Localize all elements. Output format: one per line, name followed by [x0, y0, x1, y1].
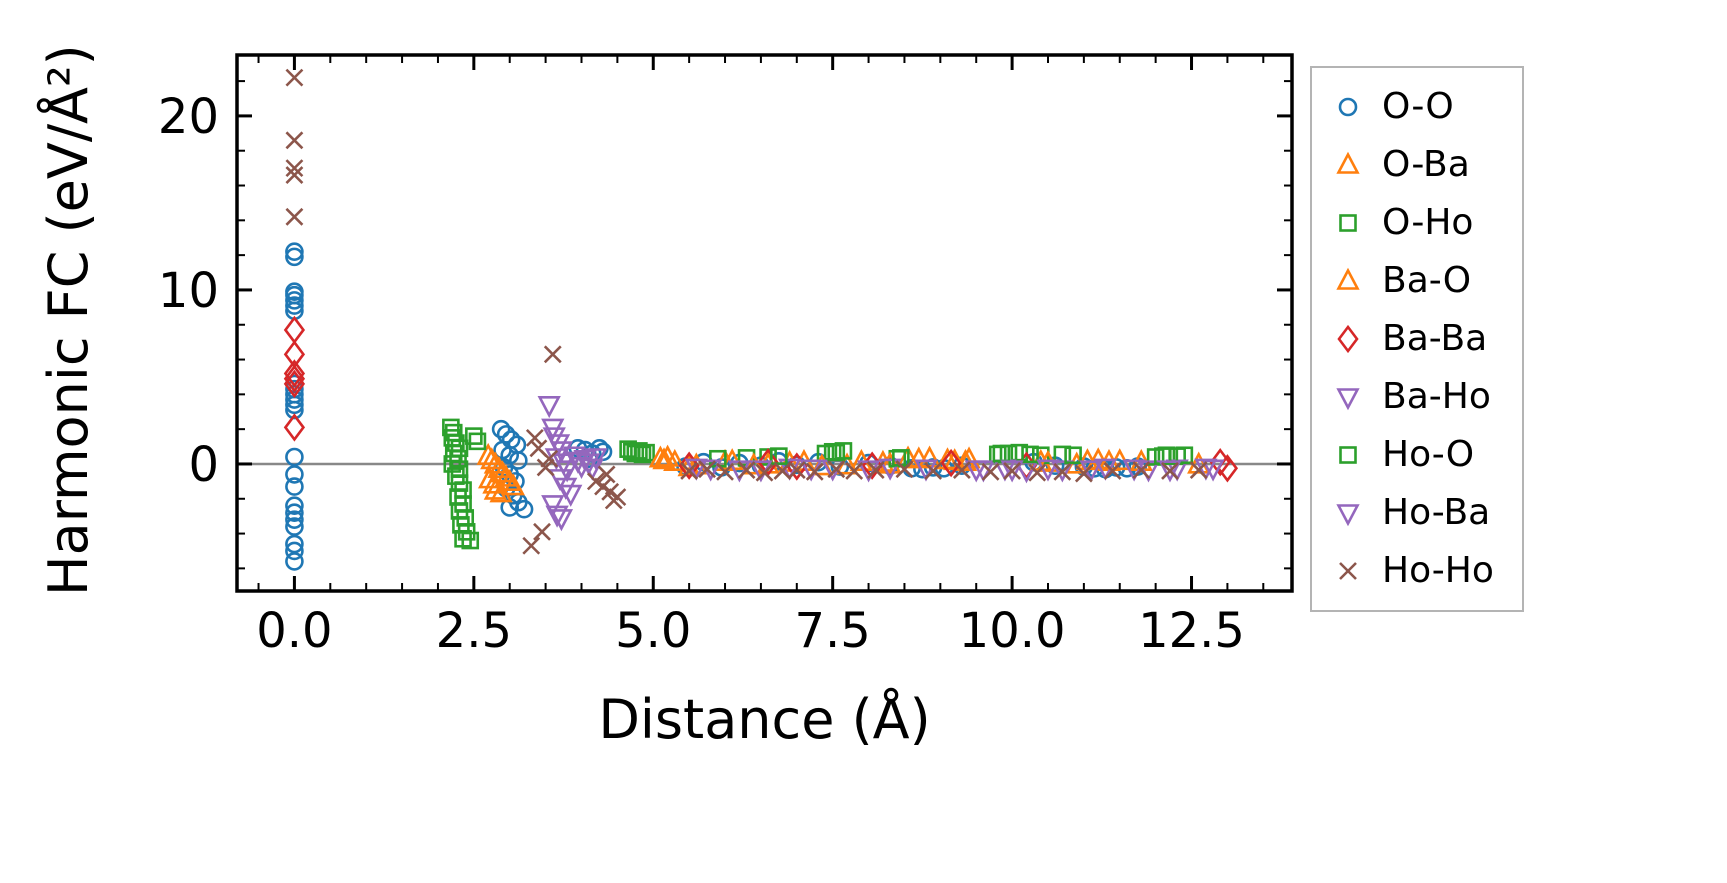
- x-tick-label: 10.0: [959, 603, 1066, 659]
- legend: O-O O-Ba O-Ho Ba-O Ba-Ba Ba-Ho Ho-O Ho-Ba Ho-Ho: [1310, 66, 1524, 612]
- legend-item-o-ho: O-Ho: [1312, 194, 1522, 252]
- series-o-o: [285, 242, 1147, 571]
- x-tick-label: 5.0: [615, 603, 691, 659]
- triangle-up-marker-icon: [1336, 151, 1360, 174]
- diamond-marker-icon: [1337, 324, 1359, 354]
- legend-label: Ba-O: [1382, 260, 1472, 301]
- y-tick-label: 20: [158, 89, 219, 145]
- legend-label: O-Ho: [1382, 202, 1474, 243]
- x-tick-label: 0.0: [256, 603, 332, 659]
- legend-label: Ba-Ba: [1382, 318, 1488, 359]
- plot-frame: [235, 53, 1294, 593]
- x-axis-label: Distance (Å): [598, 688, 931, 751]
- x-tick-label: 7.5: [795, 603, 871, 659]
- square-marker-icon: [1339, 214, 1357, 232]
- x-marker-icon: [1339, 562, 1357, 580]
- y-tick-label: 10: [158, 263, 219, 319]
- legend-item-ba-ba: Ba-Ba: [1312, 310, 1522, 368]
- legend-item-ho-o: Ho-O: [1312, 426, 1522, 484]
- triangle-down-marker-icon: [1336, 504, 1360, 527]
- triangle-up-marker-icon: [1336, 267, 1360, 290]
- y-tick-label: 0: [188, 437, 219, 493]
- axis-ticks: 0.0 2.5 5.0 7.5 10.0 12.5 0 10 20: [158, 55, 1292, 659]
- legend-label: Ho-O: [1382, 434, 1475, 475]
- legend-label: Ho-Ba: [1382, 492, 1491, 533]
- legend-item-ho-ho: Ho-Ho: [1312, 542, 1522, 600]
- x-tick-label: 12.5: [1138, 603, 1245, 659]
- legend-item-o-o: O-O: [1312, 78, 1522, 136]
- circle-marker-icon: [1338, 97, 1358, 117]
- legend-label: O-O: [1382, 86, 1454, 127]
- legend-item-ho-ba: Ho-Ba: [1312, 484, 1522, 542]
- series-o-ho: [442, 418, 1186, 550]
- legend-label: O-Ba: [1382, 144, 1470, 185]
- legend-label: Ho-Ho: [1382, 550, 1494, 591]
- triangle-down-marker-icon: [1336, 388, 1360, 411]
- x-tick-label: 2.5: [436, 603, 512, 659]
- square-marker-icon: [1339, 446, 1357, 464]
- legend-item-o-ba: O-Ba: [1312, 136, 1522, 194]
- series-ho-ho: [285, 68, 1208, 555]
- legend-label: Ba-Ho: [1382, 376, 1491, 417]
- legend-item-ba-o: Ba-O: [1312, 252, 1522, 310]
- legend-item-ba-ho: Ba-Ho: [1312, 368, 1522, 426]
- y-axis-label: Harmonic FC (eV/Å²): [37, 44, 100, 596]
